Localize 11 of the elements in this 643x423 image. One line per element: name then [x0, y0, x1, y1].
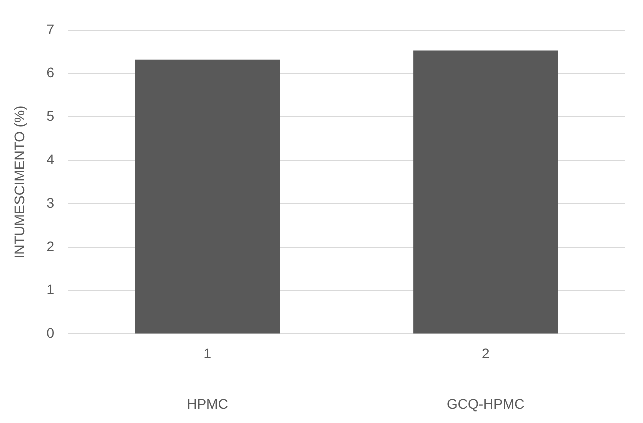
y-tick-label: 6: [46, 64, 55, 81]
y-tick-label: 4: [46, 151, 55, 168]
y-axis-title: INTUMESCIMENTO (%): [11, 106, 28, 259]
y-tick-label: 2: [46, 238, 55, 254]
y-tick-label: 5: [46, 108, 55, 124]
text: HPMC: [187, 396, 228, 412]
y-tick-label: 7: [46, 21, 55, 38]
y-tick-label: 3: [46, 194, 55, 211]
y-tick-label: 0: [46, 325, 55, 342]
y-tick-label: 1: [46, 282, 55, 298]
text: GCQ-HPMC: [447, 396, 525, 412]
